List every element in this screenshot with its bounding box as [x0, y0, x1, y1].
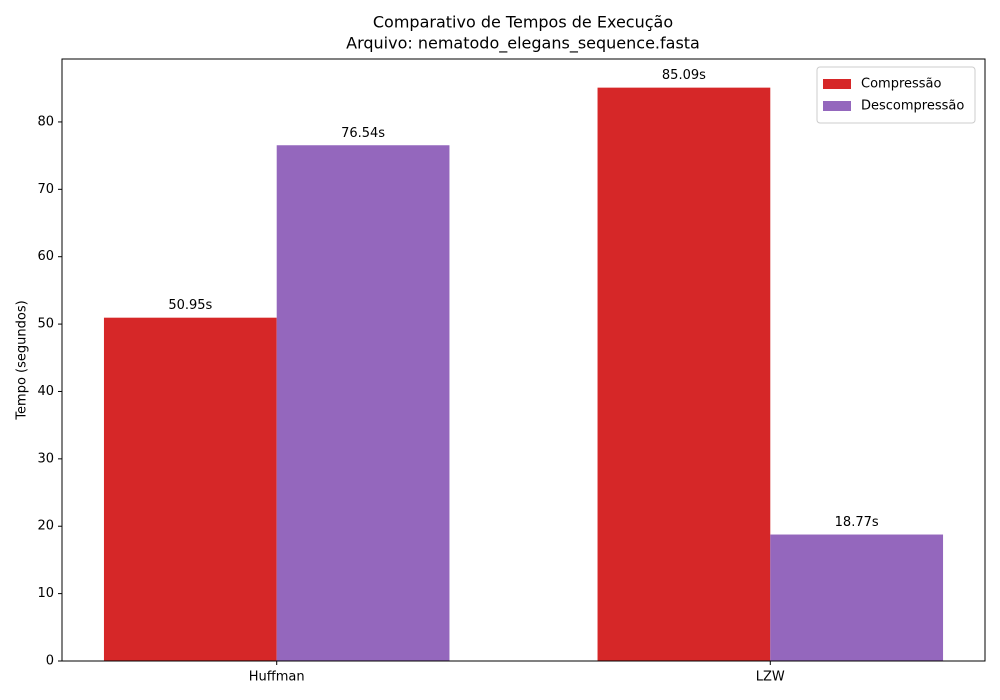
y-tick-label: 60	[37, 249, 54, 264]
y-axis-label: Tempo (segundos)	[15, 300, 30, 420]
chart-subtitle: Arquivo: nematodo_elegans_sequence.fasta	[346, 34, 700, 54]
value-label: 76.54s	[341, 126, 385, 141]
value-label: 85.09s	[662, 68, 706, 83]
y-tick-label: 50	[37, 317, 54, 332]
value-label: 50.95s	[168, 298, 212, 313]
y-tick-label: 30	[37, 451, 54, 466]
legend-label: Descompressão	[861, 99, 964, 114]
bar	[770, 534, 944, 661]
x-tick-label: LZW	[756, 670, 785, 685]
x-tick-label: Huffman	[249, 670, 305, 685]
plot-frame	[61, 58, 986, 662]
chart-title: Comparativo de Tempos de Execução	[373, 13, 673, 32]
bar	[276, 145, 450, 662]
y-tick-label: 80	[37, 114, 54, 129]
y-tick-label: 40	[37, 384, 54, 399]
y-tick-label: 70	[37, 182, 54, 197]
bar	[103, 317, 277, 661]
bar	[597, 87, 771, 661]
legend-swatch	[823, 101, 851, 111]
legend-swatch	[823, 79, 851, 89]
legend-label: Compressão	[861, 77, 942, 92]
y-tick-label: 20	[37, 519, 54, 534]
y-tick-label: 0	[46, 654, 54, 669]
value-label: 18.77s	[835, 515, 879, 530]
legend-box	[816, 66, 976, 124]
y-tick-label: 10	[37, 586, 54, 601]
